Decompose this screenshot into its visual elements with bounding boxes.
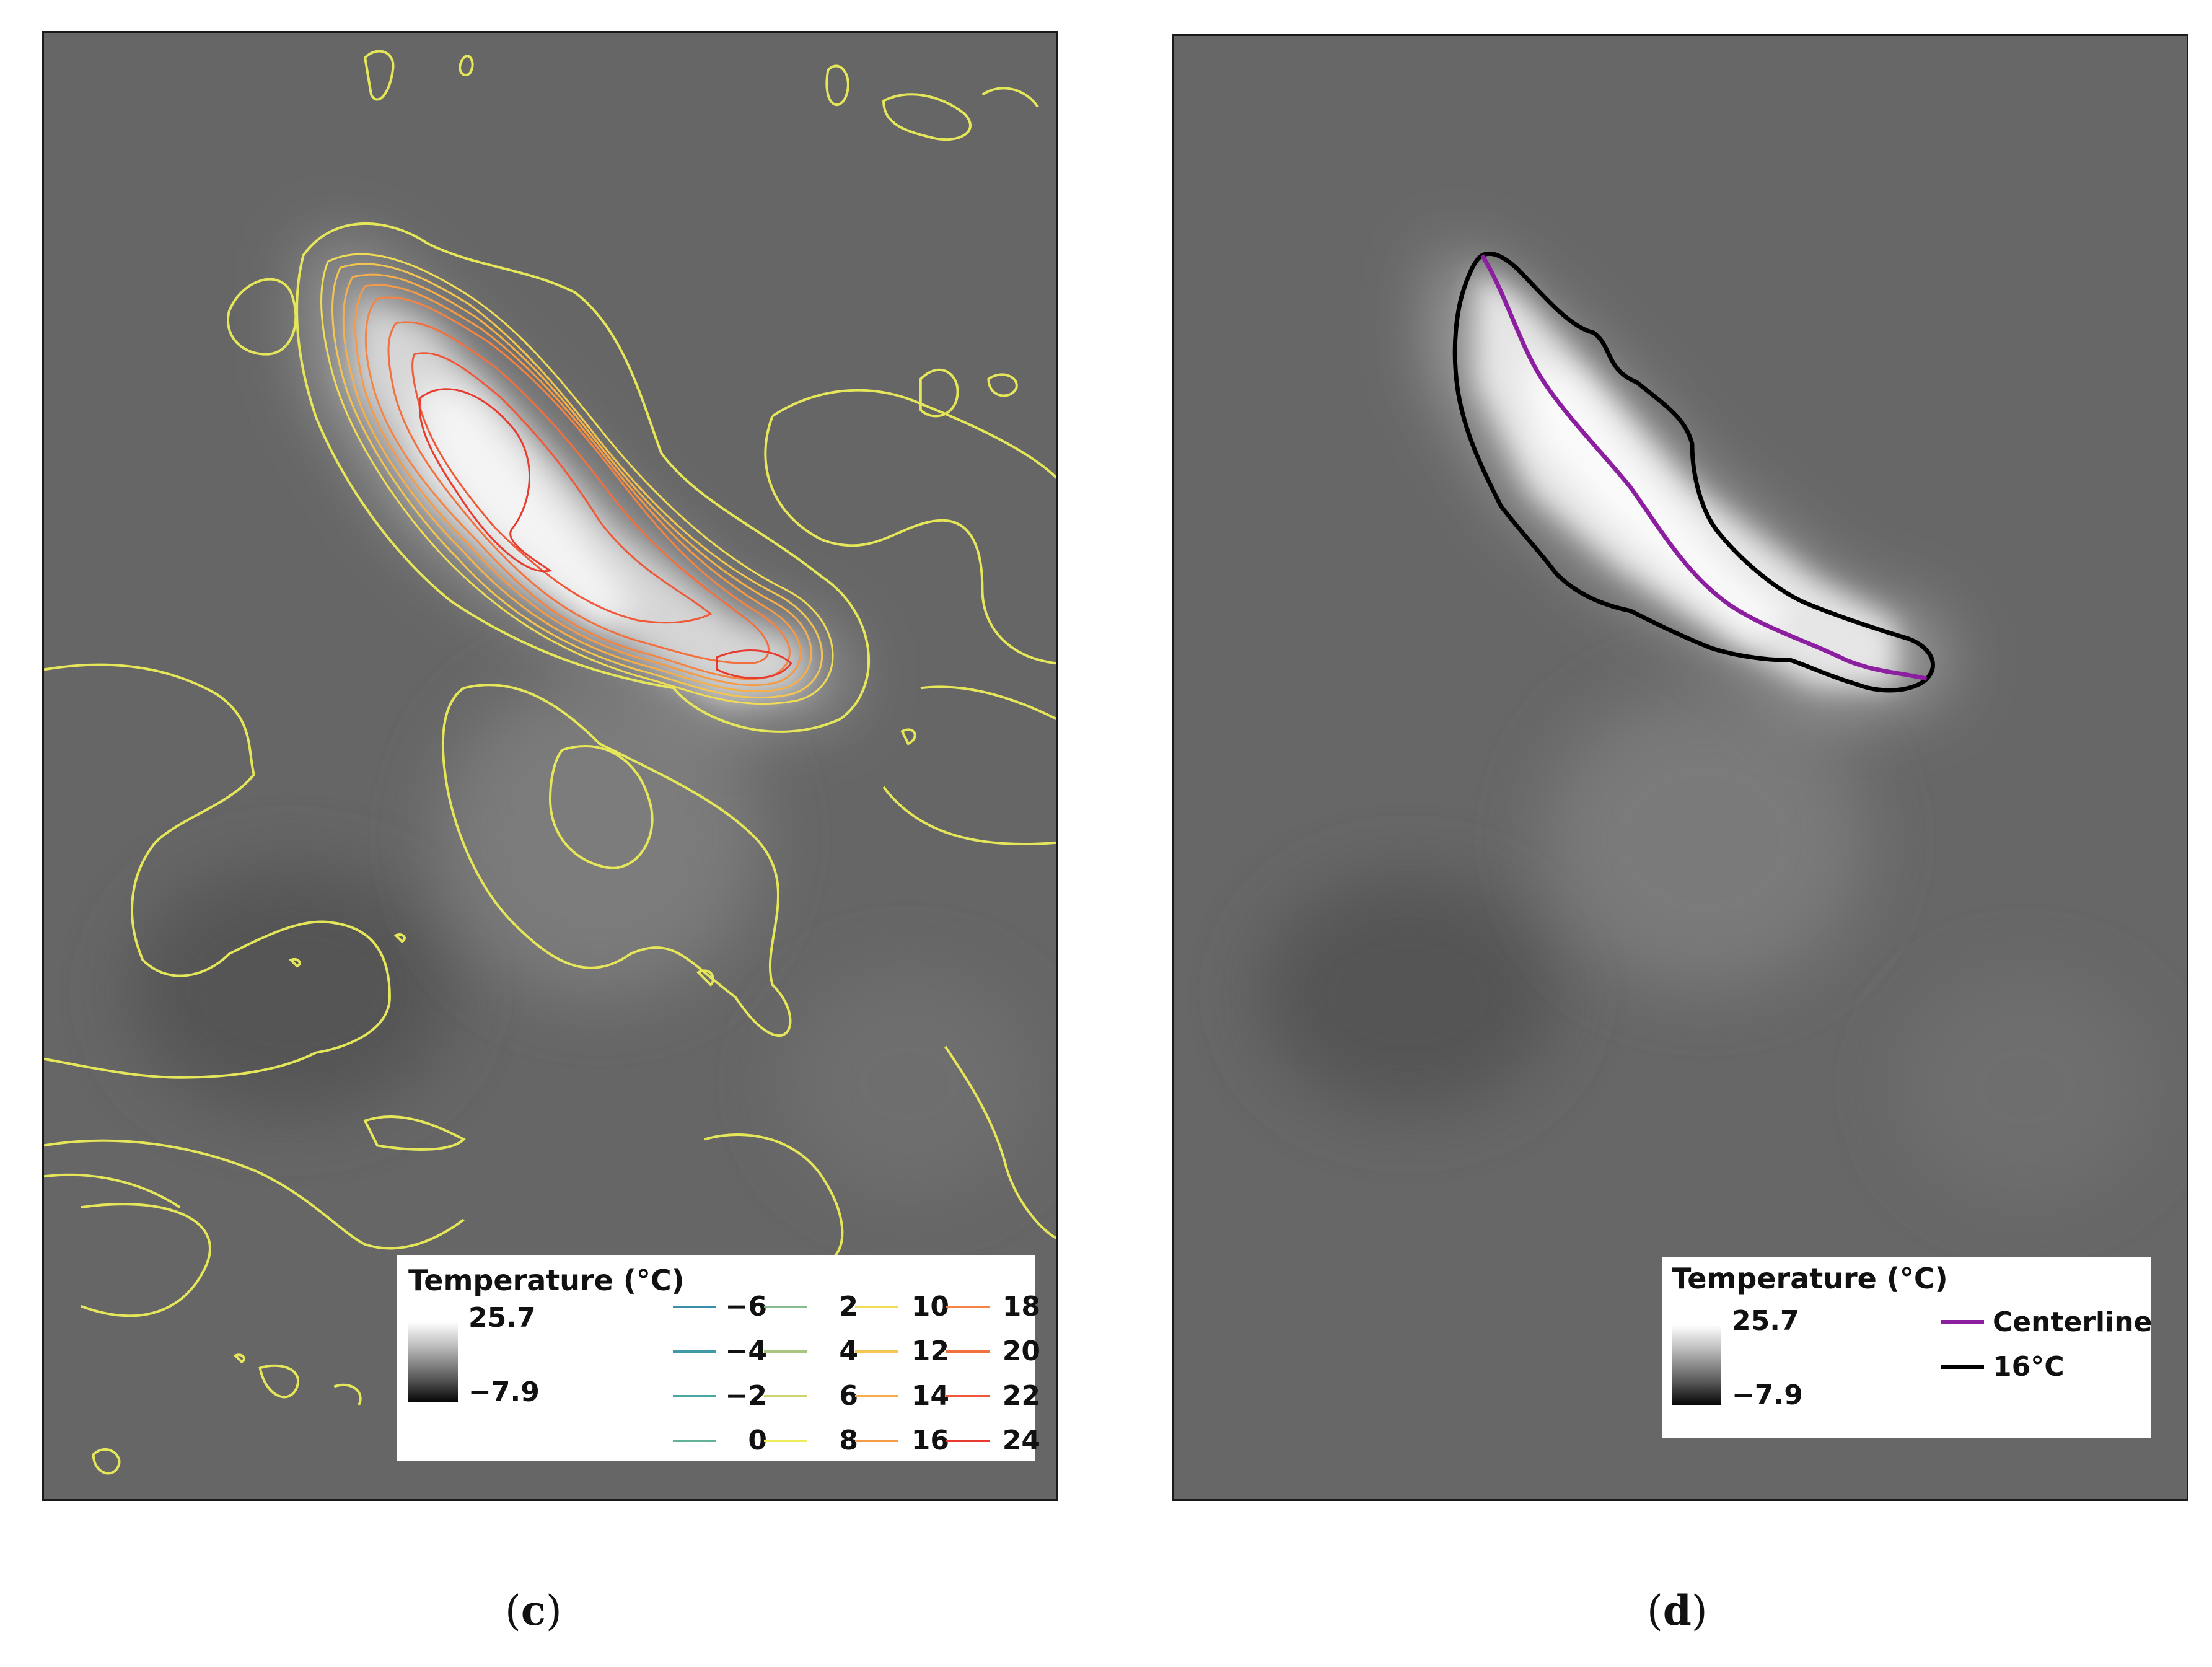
contour-swatch [764,1439,807,1442]
isotherm-8 [44,50,1056,1475]
temperature-ramp [1672,1325,1721,1405]
contour-label: 14 [911,1380,949,1412]
contour-swatch [855,1394,898,1397]
contour-swatch [764,1350,807,1353]
contour-label: 4 [839,1335,858,1367]
contour-key-item: 14 [855,1380,949,1412]
contour-label: −6 [725,1291,767,1322]
map-panel-d: Temperature (°C) 25.7 −7.9 Centerline 16… [1172,34,2188,1501]
contour-key-item: 24 [946,1425,1040,1456]
contour-key-item: 2 [764,1291,858,1322]
contour-label: −4 [725,1335,767,1367]
contour-key-item: −2 [673,1380,767,1412]
contour-label: 16 [911,1425,949,1456]
centerline-swatch [1941,1320,1984,1324]
contour-key-item: 22 [946,1380,1040,1412]
centerline [1480,254,1928,681]
legend-c: Temperature (°C) 25.7 −7.9 −6 −4 −2 0 2 4 6 8 10… [397,1255,1040,1461]
map-panel-c: Temperature (°C) 25.7 −7.9 −6 −4 −2 0 2 4 6 8 10… [42,31,1058,1501]
contour-key-item: 8 [764,1425,858,1456]
ramp-min-label: −7.9 [1732,1379,1803,1411]
contour-label: 0 [748,1425,767,1456]
contour-swatch [764,1305,807,1308]
contour-key-item: 18 [946,1291,1040,1322]
contour-swatch [946,1439,990,1442]
contour-swatch [673,1305,716,1308]
centerline-legend-item: Centerline [1941,1306,2152,1338]
isotherm-16 [1452,252,1935,693]
contour-key-item: 16 [855,1425,949,1456]
contour-swatch [673,1394,716,1397]
contour-label: 10 [911,1291,949,1322]
contour-swatch [673,1350,716,1353]
thermal-map-d [1174,36,2187,1499]
contour-swatch [946,1305,990,1308]
contour-label: 12 [911,1335,949,1367]
contour-key-item: 0 [673,1425,767,1456]
contour-swatch [855,1439,898,1442]
ramp-min-label: −7.9 [468,1376,540,1408]
legend-title: Temperature (°C) [1672,1262,1948,1295]
contour-key-item: 20 [946,1335,1040,1367]
centerline-label: Centerline [1993,1306,2153,1338]
contour-swatch [946,1394,990,1397]
temperature-ramp [408,1322,458,1402]
contour-label: 2 [839,1291,858,1322]
contour-label: 8 [839,1425,858,1456]
contour-key-item: 4 [764,1335,858,1367]
contour-label: 20 [1002,1335,1040,1367]
contour-swatch [855,1305,898,1308]
contour-label: 24 [1002,1425,1040,1456]
isotherm-label: 16°C [1993,1351,2065,1383]
isotherm-swatch [1941,1365,1984,1369]
contour-swatch [673,1439,716,1442]
caption-c: (c) [505,1586,562,1635]
contour-swatch [855,1350,898,1353]
ramp-max-label: 25.7 [468,1302,536,1334]
thermal-map-c [44,33,1056,1499]
contour-label: 22 [1002,1380,1040,1412]
contour-key-item: 10 [855,1291,949,1322]
legend-d: Temperature (°C) 25.7 −7.9 Centerline 16… [1662,1257,2152,1438]
contour-key-item: −4 [673,1335,767,1367]
ramp-max-label: 25.7 [1732,1305,1799,1337]
contour-key-item: 12 [855,1335,949,1367]
contour-label: 6 [839,1380,858,1412]
contour-swatch [764,1394,807,1397]
contour-label: 18 [1002,1291,1040,1322]
contour-swatch [946,1350,990,1353]
legend-title: Temperature (°C) [408,1264,685,1297]
contour-label: −2 [725,1380,767,1412]
caption-d: (d) [1647,1586,1708,1635]
contour-key-item: 6 [764,1380,858,1412]
isotherm-legend-item: 16°C [1941,1351,2065,1383]
contour-key-item: −6 [673,1291,767,1322]
